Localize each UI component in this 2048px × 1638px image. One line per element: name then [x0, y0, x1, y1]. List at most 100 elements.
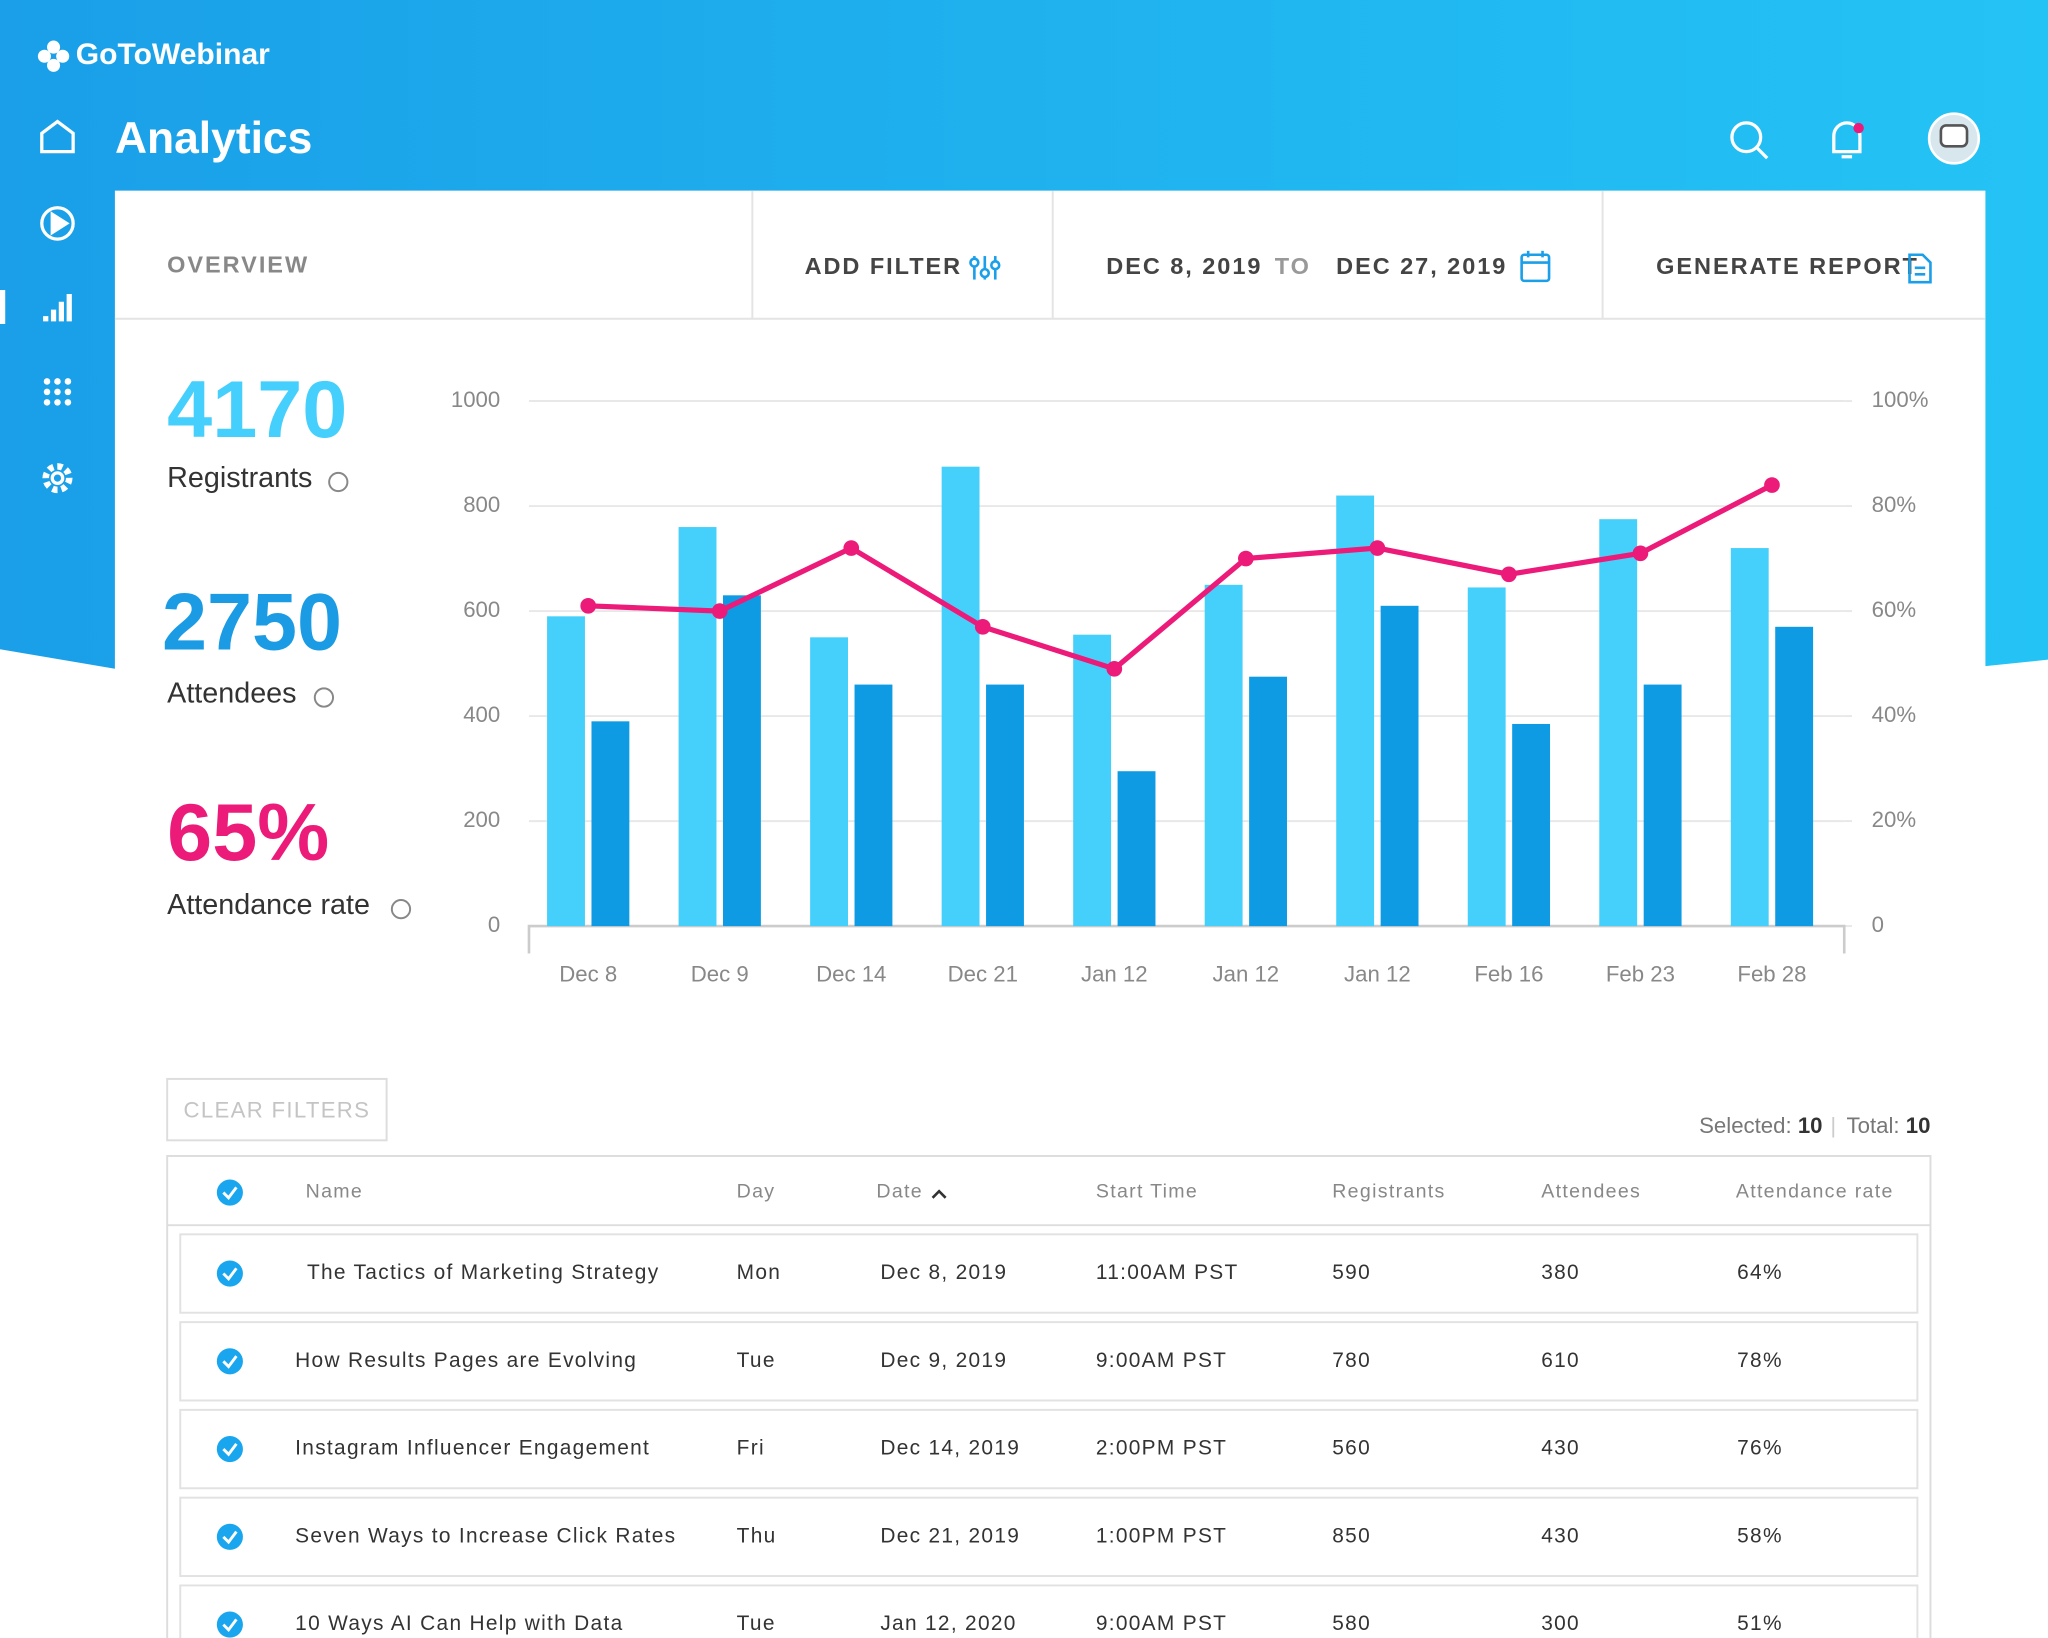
selected-count: 10: [1798, 1113, 1823, 1138]
info-icons[interactable]: [313, 471, 412, 920]
column-header[interactable]: Attendance rate: [1736, 1181, 1894, 1203]
calendar-icon[interactable]: [1520, 250, 1551, 283]
checkbox[interactable]: [216, 1179, 243, 1206]
bar: [986, 684, 1024, 927]
table-cell: 580: [1332, 1612, 1371, 1635]
stat-label: Attendees: [167, 678, 296, 710]
column-header[interactable]: Date: [876, 1181, 923, 1203]
table-row[interactable]: [179, 1321, 1919, 1402]
column-header[interactable]: Day: [737, 1181, 776, 1203]
bar: [1599, 519, 1638, 927]
stat-value: 65%: [167, 788, 329, 878]
bar: [1204, 584, 1243, 927]
y2-tick-label: 100%: [1872, 387, 1929, 412]
add-filter-button[interactable]: ADD FILTER: [805, 253, 963, 279]
checkbox[interactable]: [216, 1436, 243, 1463]
table-cell: Instagram Influencer Engagement: [295, 1437, 650, 1460]
x-tick-label: Dec 9: [691, 962, 749, 987]
selected-label: Selected:: [1699, 1113, 1792, 1138]
table-row[interactable]: [179, 1496, 1919, 1578]
table-cell: How Results Pages are Evolving: [295, 1349, 637, 1372]
column-header[interactable]: Name: [306, 1181, 363, 1203]
clear-filters-button[interactable]: [166, 1077, 388, 1142]
x-tick-label: Feb 28: [1737, 962, 1806, 987]
stat-value: 4170: [167, 365, 347, 455]
checkbox[interactable]: [216, 1348, 243, 1375]
table-cell: 9:00AM PST: [1096, 1349, 1227, 1372]
header-band: [0, 0, 2048, 669]
table-cell: 430: [1541, 1437, 1580, 1460]
bell-icon[interactable]: [1832, 121, 1862, 159]
stat-label: Attendance rate: [167, 889, 370, 921]
column-header[interactable]: Registrants: [1332, 1181, 1445, 1203]
checkbox[interactable]: [216, 1611, 243, 1638]
bar: [1073, 634, 1112, 927]
x-tick-label: Feb 23: [1606, 962, 1675, 987]
table-cell: 76%: [1737, 1437, 1783, 1460]
table-cell: Dec 14, 2019: [880, 1437, 1020, 1460]
table-cell: Dec 21, 2019: [880, 1524, 1020, 1547]
home-icon[interactable]: [40, 119, 75, 154]
notification-dot: [1853, 122, 1864, 134]
bar: [547, 616, 585, 927]
line-point: [1632, 545, 1649, 562]
date-from[interactable]: DEC 8, 2019: [1106, 253, 1262, 279]
line-series: [588, 482, 1774, 672]
play-icon[interactable]: [40, 206, 75, 241]
checkbox[interactable]: [216, 1523, 243, 1550]
column-header[interactable]: Attendees: [1541, 1181, 1641, 1203]
date-to-label: TO: [1275, 253, 1311, 279]
selection-summary: Selected: 10 | Total: 10: [1699, 1113, 1930, 1138]
table-cell: 560: [1332, 1437, 1371, 1460]
checkmark: [222, 1618, 238, 1633]
y-tick-label: 1000: [451, 387, 500, 412]
y2-tick-label: 20%: [1872, 807, 1916, 832]
table-cell: 78%: [1737, 1349, 1783, 1372]
table-row[interactable]: [179, 1233, 1919, 1314]
checkbox[interactable]: [216, 1260, 243, 1287]
table-cell: Tue: [737, 1612, 776, 1635]
settings-icon[interactable]: [42, 463, 73, 494]
bar: [678, 527, 717, 927]
bar: [1643, 684, 1682, 927]
y-tick-label: 400: [463, 702, 500, 727]
table-cell: The Tactics of Marketing Strategy: [307, 1261, 660, 1284]
line-point: [1369, 540, 1386, 556]
bar: [1467, 587, 1506, 927]
table-cell: 9:00AM PST: [1096, 1612, 1227, 1635]
table-cell: 2:00PM PST: [1096, 1437, 1227, 1460]
line-point: [580, 597, 597, 614]
table-cell: 780: [1332, 1349, 1371, 1372]
sort-arrow: [931, 1189, 947, 1199]
bar: [1249, 676, 1287, 927]
date-to[interactable]: DEC 27, 2019: [1336, 253, 1507, 279]
table-cell: Mon: [737, 1261, 782, 1284]
generate-report-button[interactable]: GENERATE REPORT: [1656, 253, 1919, 279]
x-tick-label: Dec 8: [559, 962, 617, 987]
table-cell: Jan 12, 2020: [880, 1612, 1016, 1635]
apps-icon[interactable]: [43, 378, 72, 406]
x-tick-label: Jan 12: [1213, 962, 1280, 987]
chart: 0 200 400 600 800 1000 0 20% 40% 60% 80% 100% Dec 8 D…: [451, 387, 1929, 987]
line-point: [1238, 550, 1254, 567]
overview-tab[interactable]: OVERVIEW: [167, 252, 309, 278]
table-row[interactable]: [179, 1408, 1919, 1490]
line-point: [1106, 660, 1123, 677]
search-icon[interactable]: [1730, 121, 1763, 154]
table-cell: 610: [1541, 1349, 1580, 1372]
bar: [1380, 605, 1419, 927]
table-cell: 51%: [1737, 1612, 1783, 1635]
line-point: [843, 540, 860, 556]
bar: [591, 721, 630, 927]
clear-filters-label: CLEAR FILTERS: [184, 1097, 371, 1122]
bar: [1117, 771, 1156, 927]
table-row[interactable]: [179, 1584, 1919, 1638]
column-header[interactable]: Start Time: [1096, 1181, 1198, 1203]
sidebar: [40, 119, 75, 494]
y2-tick-label: 80%: [1872, 492, 1916, 517]
analytics-icon[interactable]: [43, 293, 72, 322]
y-tick-label: 0: [488, 912, 500, 937]
x-tick-label: Dec 14: [816, 962, 886, 987]
x-tick-label: Dec 21: [948, 962, 1018, 987]
line-point: [974, 618, 991, 635]
